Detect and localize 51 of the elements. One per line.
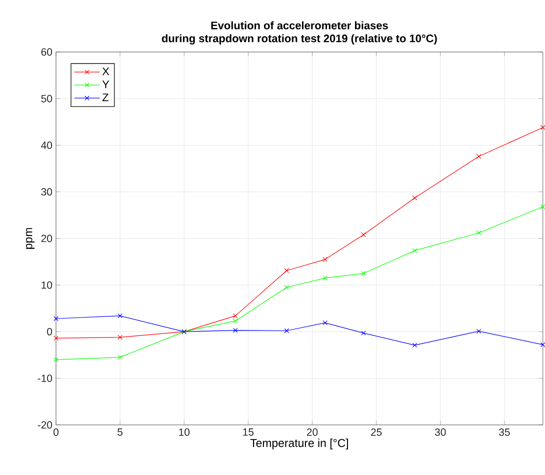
x-axis-title: Temperature in [°C] — [250, 438, 348, 450]
point — [540, 125, 545, 130]
point — [118, 313, 122, 318]
point — [54, 336, 58, 341]
point — [232, 318, 238, 324]
point — [284, 285, 290, 290]
point — [54, 357, 58, 362]
point — [284, 268, 290, 274]
point — [232, 328, 238, 333]
legend-label: Y — [102, 80, 110, 88]
x-tick-label: 20 — [306, 428, 318, 436]
legend-label: X — [102, 68, 110, 76]
y-tick-label: -20 — [38, 421, 52, 429]
point — [322, 320, 328, 326]
point — [476, 230, 482, 236]
point — [540, 342, 545, 348]
point — [540, 204, 545, 210]
y-tick-label: 30 — [41, 188, 52, 196]
point — [322, 276, 328, 281]
x-tick-label: 15 — [243, 428, 254, 436]
chart-title: Evolution of accelerometer biases — [211, 21, 388, 30]
point — [118, 334, 122, 340]
x-tick-label: 0 — [53, 428, 58, 436]
point — [54, 316, 58, 322]
chart-subtitle: during strapdown rotation test 2019 (relative to 10°C) — [162, 34, 437, 45]
x-tick-label: 25 — [371, 428, 382, 436]
legend-label: Z — [102, 94, 108, 102]
y-tick-label: 10 — [42, 281, 52, 289]
point — [361, 232, 366, 238]
point — [361, 330, 366, 336]
point — [412, 248, 418, 254]
y-axis-title: ppm — [26, 228, 35, 249]
point — [476, 328, 482, 334]
point — [322, 257, 328, 262]
x-tick-label: 30 — [434, 428, 446, 436]
x-tick-label: 35 — [499, 428, 510, 436]
point — [118, 354, 122, 360]
y-tick-label: 0 — [47, 328, 52, 336]
x-tick-label: 10 — [179, 428, 190, 436]
y-tick-label: -10 — [38, 374, 52, 382]
point — [361, 271, 366, 276]
point — [284, 328, 290, 334]
point — [232, 313, 238, 318]
y-tick-label: 20 — [41, 234, 52, 242]
y-tick-label: 40 — [41, 142, 52, 149]
x-tick-label: 5 — [118, 428, 123, 436]
point — [412, 342, 418, 348]
point — [476, 154, 482, 159]
point — [412, 196, 418, 200]
y-tick-label: 50 — [41, 94, 52, 102]
y-tick-label: 60 — [41, 48, 52, 56]
